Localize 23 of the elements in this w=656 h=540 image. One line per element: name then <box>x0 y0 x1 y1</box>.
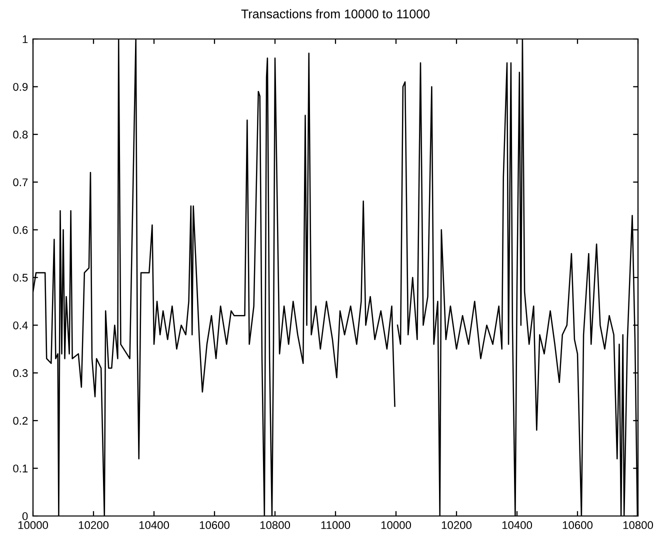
y-tick-label: 0.6 <box>13 226 28 234</box>
y-tick-label: 0.5 <box>13 274 28 282</box>
x-tick-label: 10200 <box>442 521 472 530</box>
y-tick-label: 0.1 <box>13 464 28 472</box>
y-tick-label: 0 <box>22 512 28 520</box>
x-tick-label: 10600 <box>200 521 230 530</box>
y-tick-label: 0.3 <box>13 369 28 378</box>
x-tick-label: 10600 <box>562 521 593 530</box>
y-tick-label: 0.7 <box>13 178 28 186</box>
x-tick-label: 10200 <box>78 521 109 530</box>
y-tick-label: 0.4 <box>13 321 28 330</box>
x-tick-label: 10400 <box>139 521 170 530</box>
y-tick-label: 0.9 <box>13 82 28 91</box>
y-tick-label: 0.2 <box>13 416 28 425</box>
y-tick-label: 0.8 <box>13 130 28 139</box>
x-tick-label: 10400 <box>502 521 532 530</box>
x-tick-label: 10000 <box>18 521 48 530</box>
x-tick-label: 10800 <box>623 521 654 530</box>
x-tick-label: 10800 <box>260 521 290 530</box>
y-tick-label: 1 <box>22 35 28 44</box>
chart-title: Transactions from 10000 to 11000 <box>241 9 430 18</box>
x-tick-label: 11000 <box>321 521 350 530</box>
x-tick-label: 10000 <box>381 521 412 530</box>
